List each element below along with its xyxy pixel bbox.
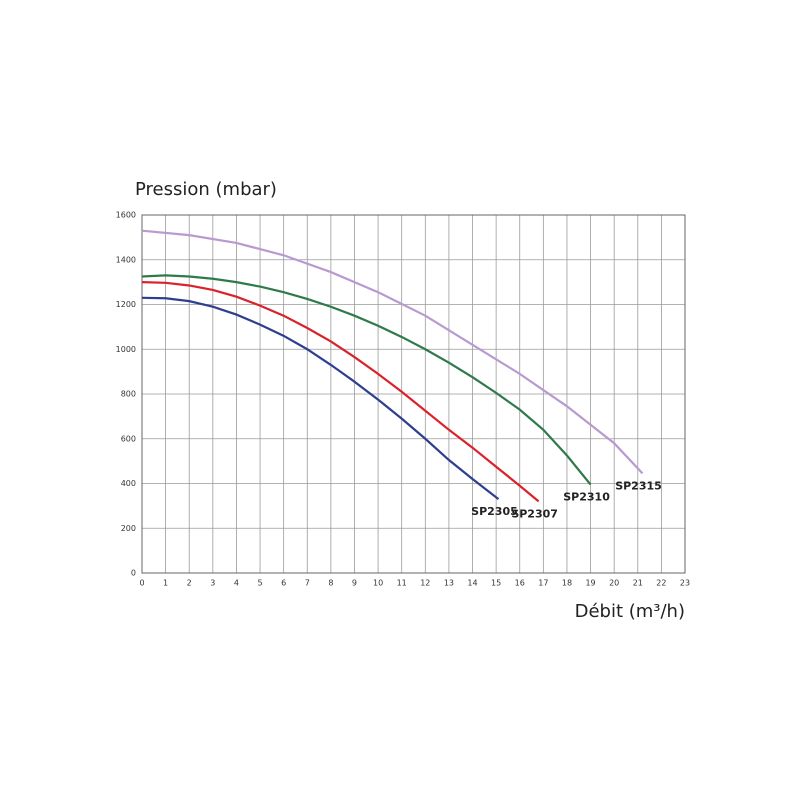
x-tick-label: 12 xyxy=(420,579,430,588)
y-tick-label: 1400 xyxy=(116,255,136,264)
x-tick-label: 3 xyxy=(210,579,215,588)
x-tick-label: 14 xyxy=(467,579,477,588)
curve xyxy=(141,274,592,486)
x-tick-label: 15 xyxy=(491,579,501,588)
series-label: SP2315 xyxy=(615,479,662,492)
y-tick-label: 200 xyxy=(121,524,136,533)
curve xyxy=(141,281,540,503)
x-tick-label: 11 xyxy=(397,579,407,588)
series-label: SP2307 xyxy=(511,507,558,520)
y-tick-label: 0 xyxy=(131,569,136,578)
x-tick-label: 6 xyxy=(281,579,286,588)
curve xyxy=(141,229,644,475)
y-tick-label: 1200 xyxy=(116,300,136,309)
x-tick-label: 20 xyxy=(609,579,619,588)
x-tick-label: 13 xyxy=(444,579,454,588)
y-tick-label: 1000 xyxy=(116,345,136,354)
x-tick-label: 19 xyxy=(585,579,595,588)
x-tick-label: 2 xyxy=(187,579,192,588)
x-tick-label: 16 xyxy=(515,579,525,588)
x-tick-label: 1 xyxy=(163,579,168,588)
x-tick-label: 4 xyxy=(234,579,239,588)
plot-frame xyxy=(141,214,686,574)
x-tick-label: 5 xyxy=(257,579,262,588)
curve xyxy=(141,296,500,501)
x-axis-title: Débit (m³/h) xyxy=(575,601,685,622)
x-tick-label: 0 xyxy=(139,579,144,588)
x-tick-label: 9 xyxy=(352,579,357,588)
x-tick-label: 10 xyxy=(373,579,383,588)
y-tick-label: 600 xyxy=(121,434,136,443)
y-tick-label: 800 xyxy=(121,390,136,399)
x-tick-label: 7 xyxy=(305,579,310,588)
y-tick-label: 1600 xyxy=(116,211,136,220)
y-axis-title: Pression (mbar) xyxy=(135,179,277,200)
x-tick-label: 23 xyxy=(680,579,690,588)
x-tick-label: 18 xyxy=(562,579,572,588)
y-tick-label: 400 xyxy=(121,479,136,488)
series-label: SP2310 xyxy=(563,491,610,504)
series-label: SP2305 xyxy=(471,505,518,518)
x-tick-label: 22 xyxy=(656,579,666,588)
x-tick-label: 21 xyxy=(633,579,643,588)
x-tick-label: 8 xyxy=(328,579,333,588)
x-tick-label: 17 xyxy=(538,579,548,588)
